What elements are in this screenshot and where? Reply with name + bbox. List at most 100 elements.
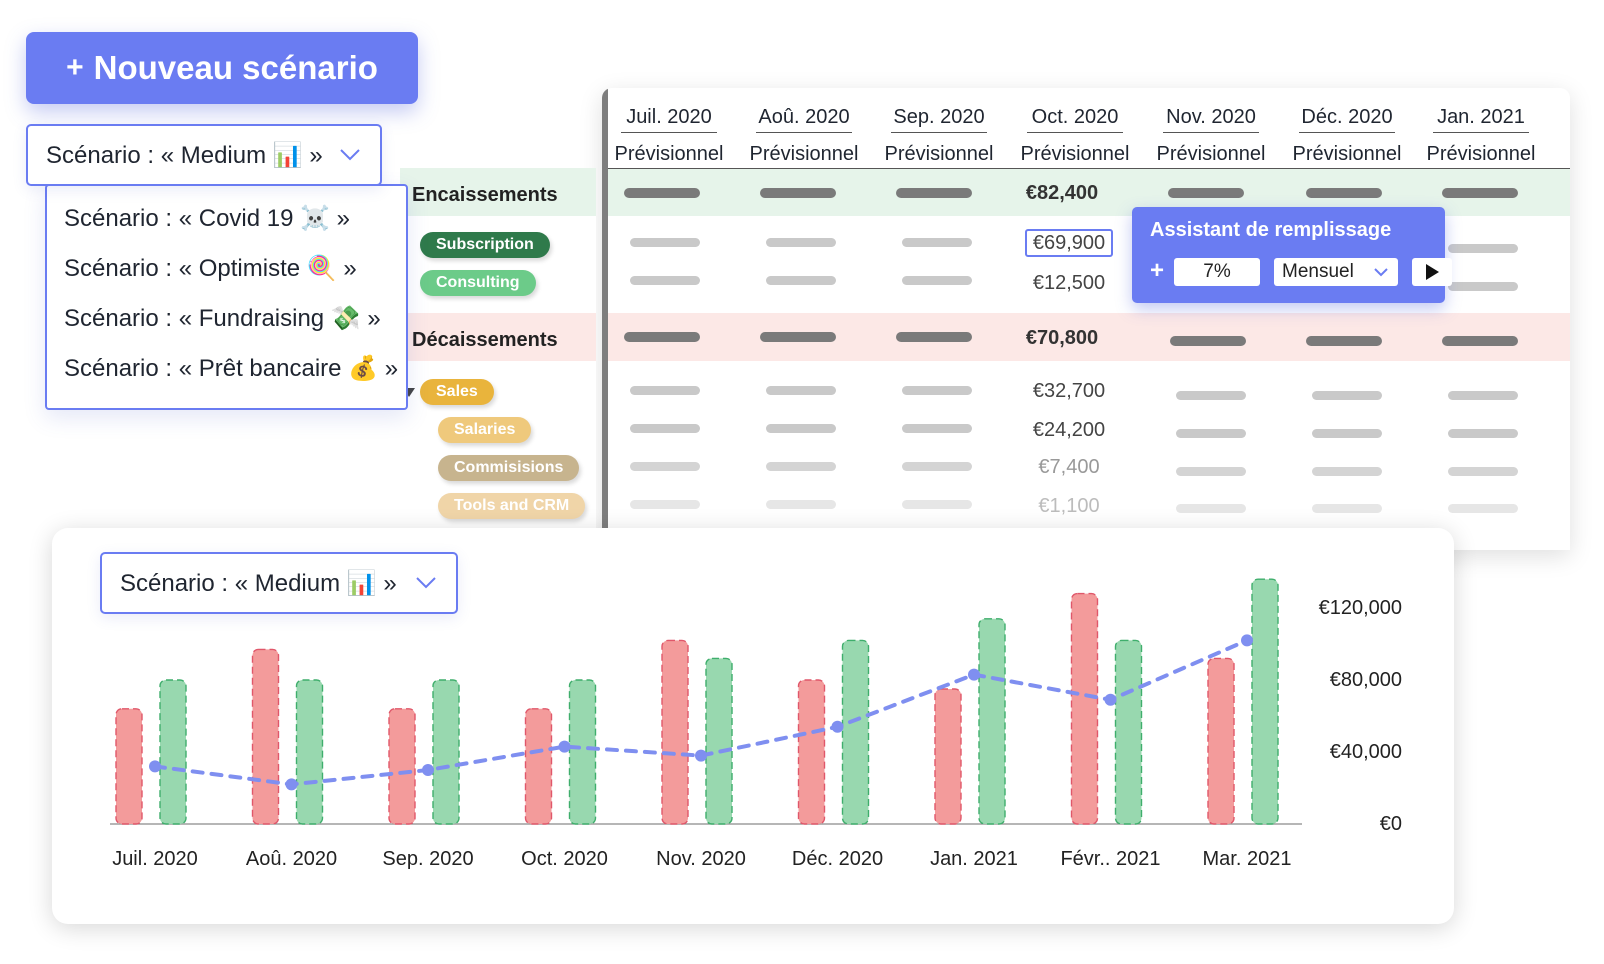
- placeholder-bar: [1306, 188, 1382, 198]
- trend-point[interactable]: [285, 778, 298, 791]
- bar-decaissements[interactable]: [524, 708, 553, 825]
- tag-tools-crm[interactable]: Tools and CRM: [438, 493, 586, 519]
- encaissements-total-oct[interactable]: €82,400: [1025, 182, 1099, 204]
- placeholder-bar: [1176, 504, 1246, 513]
- bar-decaissements[interactable]: [661, 639, 689, 825]
- scenario-option-pret-bancaire[interactable]: Scénario : « Prêt bancaire 💰 »: [64, 355, 399, 382]
- placeholder-bar: [1170, 336, 1246, 346]
- sales-oct-cell[interactable]: €32,700: [1032, 380, 1106, 402]
- column-type: Prévisionnel: [884, 143, 994, 165]
- placeholder-bar: [1442, 336, 1518, 346]
- new-scenario-label: Nouveau scénario: [93, 49, 378, 86]
- percent-input[interactable]: 7%: [1174, 258, 1260, 286]
- column-type: Prévisionnel: [1292, 143, 1402, 165]
- column-month: Oct. 2020: [1031, 106, 1119, 128]
- column-header[interactable]: Nov. 2020 Prévisionnel: [1150, 88, 1272, 169]
- bar-decaissements[interactable]: [1207, 657, 1235, 825]
- placeholder-bar: [766, 238, 836, 247]
- placeholder-bar: [624, 332, 700, 342]
- bar-decaissements[interactable]: [388, 708, 416, 825]
- tag-consulting[interactable]: Consulting: [420, 270, 536, 296]
- x-tick-label: Jan. 2021: [930, 848, 1018, 870]
- play-button[interactable]: [1412, 258, 1452, 286]
- trend-point[interactable]: [558, 740, 571, 753]
- x-tick-label: Nov. 2020: [656, 848, 746, 870]
- trend-point[interactable]: [1104, 693, 1117, 706]
- placeholder-bar: [1168, 188, 1244, 198]
- categories-column: Encaissements Subscription Consulting Dé…: [400, 168, 596, 550]
- placeholder-bar: [766, 424, 836, 433]
- new-scenario-button[interactable]: + Nouveau scénario: [26, 32, 418, 104]
- chart-scenario-select[interactable]: Scénario : « Medium 📊 »: [100, 552, 458, 614]
- trend-point[interactable]: [968, 668, 980, 681]
- scenario-select-value: Scénario : « Medium 📊 »: [46, 141, 323, 169]
- placeholder-bar: [1442, 188, 1518, 198]
- trend-point[interactable]: [422, 764, 434, 776]
- column-header[interactable]: Jan. 2021 Prévisionnel: [1420, 88, 1542, 169]
- scenario-option-covid[interactable]: Scénario : « Covid 19 ☠️ »: [64, 205, 351, 232]
- bar-decaissements[interactable]: [797, 679, 826, 825]
- tag-commissions[interactable]: Commisisions: [438, 455, 580, 481]
- scenario-option-fundraising[interactable]: Scénario : « Fundraising 💸 »: [64, 305, 381, 332]
- y-tick-label: €40,000: [1330, 741, 1402, 763]
- chevron-down-icon: [416, 577, 436, 589]
- y-tick-label: €120,000: [1319, 597, 1402, 619]
- y-tick-label: €80,000: [1330, 669, 1402, 691]
- subscription-oct-cell[interactable]: €69,900: [1008, 229, 1130, 257]
- bar-decaissements[interactable]: [934, 688, 962, 825]
- tag-salaries[interactable]: Salaries: [438, 417, 532, 443]
- bar-encaissements[interactable]: [705, 657, 733, 825]
- trend-point[interactable]: [695, 749, 707, 762]
- bar-encaissements[interactable]: [1251, 578, 1279, 825]
- placeholder-bar: [630, 238, 700, 247]
- scenario-select[interactable]: Scénario : « Medium 📊 »: [26, 124, 382, 186]
- bar-encaissements[interactable]: [1114, 639, 1143, 825]
- bar-decaissements[interactable]: [1070, 592, 1099, 825]
- placeholder-bar: [630, 500, 700, 509]
- bar-encaissements[interactable]: [841, 639, 870, 825]
- commissions-oct-cell[interactable]: €7,400: [1038, 456, 1100, 478]
- placeholder-bar: [1448, 467, 1518, 476]
- chart-scenario-value: Scénario : « Medium 📊 »: [120, 569, 397, 597]
- bar-decaissements[interactable]: [251, 648, 280, 825]
- caret-down-icon[interactable]: [403, 388, 415, 397]
- bar-decaissements[interactable]: [115, 708, 143, 825]
- bar-encaissements[interactable]: [159, 679, 187, 825]
- trend-point[interactable]: [149, 760, 161, 773]
- trend-point[interactable]: [1241, 634, 1253, 647]
- subscription-oct-value: €69,900: [1024, 229, 1114, 257]
- column-header[interactable]: Oct. 2020 Prévisionnel: [1014, 88, 1136, 169]
- trend-point[interactable]: [831, 720, 844, 733]
- scenario-option-optimiste[interactable]: Scénario : « Optimiste 🍭 »: [64, 255, 357, 282]
- salaries-oct-cell[interactable]: €24,200: [1032, 419, 1106, 441]
- column-header[interactable]: Juil. 2020 Prévisionnel: [608, 88, 730, 169]
- column-header[interactable]: Déc. 2020 Prévisionnel: [1286, 88, 1408, 169]
- placeholder-bar: [902, 238, 972, 247]
- tag-sales[interactable]: Sales: [420, 379, 494, 405]
- encaissements-title: Encaissements: [412, 184, 558, 206]
- placeholder-bar: [902, 276, 972, 285]
- bar-encaissements[interactable]: [978, 618, 1006, 825]
- plus-icon[interactable]: +: [1150, 257, 1165, 284]
- placeholder-bar: [1448, 504, 1518, 513]
- decaissements-total-oct[interactable]: €70,800: [1025, 327, 1099, 349]
- chevron-down-icon: [340, 149, 360, 161]
- column-header[interactable]: Aoû. 2020 Prévisionnel: [743, 88, 865, 169]
- bar-encaissements[interactable]: [432, 679, 460, 825]
- tools-oct-cell[interactable]: €1,100: [1038, 495, 1100, 517]
- placeholder-bar: [1176, 391, 1246, 400]
- placeholder-bar: [624, 188, 700, 198]
- placeholder-bar: [1448, 282, 1518, 291]
- placeholder-bar: [1312, 429, 1382, 438]
- column-type: Prévisionnel: [614, 143, 724, 165]
- placeholder-bar: [902, 424, 972, 433]
- bar-encaissements[interactable]: [295, 679, 324, 825]
- y-tick-label: €0: [1380, 813, 1402, 835]
- column-header[interactable]: Sep. 2020 Prévisionnel: [878, 88, 1000, 169]
- frequency-select[interactable]: Mensuel: [1274, 258, 1398, 286]
- placeholder-bar: [630, 386, 700, 395]
- tag-subscription[interactable]: Subscription: [420, 232, 550, 258]
- column-month: Aoû. 2020: [758, 106, 850, 128]
- consulting-oct-cell[interactable]: €12,500: [1032, 272, 1106, 294]
- bar-encaissements[interactable]: [568, 679, 597, 825]
